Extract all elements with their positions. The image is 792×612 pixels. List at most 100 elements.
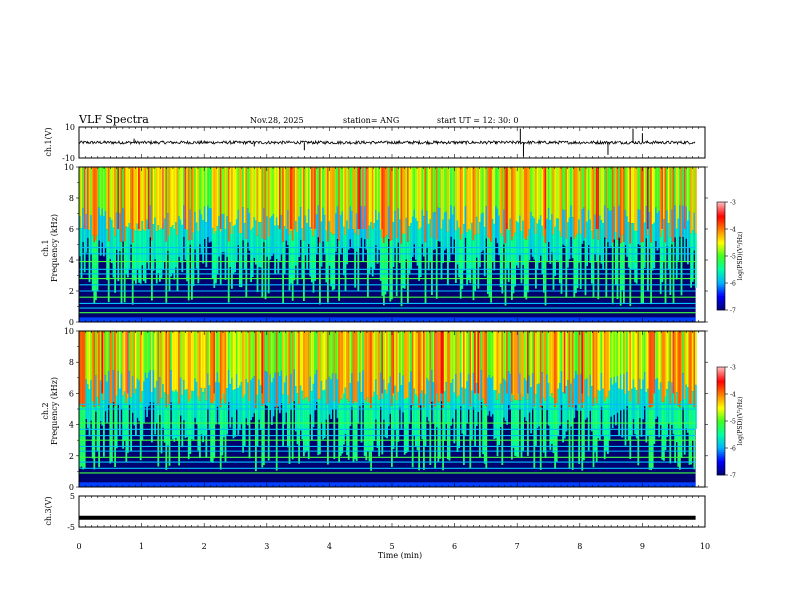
spectrogram-cell	[327, 331, 329, 405]
colorbar-cell	[717, 229, 725, 232]
spectrogram-cell	[144, 167, 147, 229]
spectrogram-cell	[85, 331, 88, 380]
spectrogram-cell	[410, 167, 412, 223]
spectrogram-cell	[655, 207, 657, 241]
ch3-waveform-panel: 5-5	[67, 492, 706, 532]
spectrogram-cell	[421, 331, 424, 391]
spectrogram-cell	[674, 331, 676, 404]
spectrogram-cell	[93, 407, 96, 470]
spectrogram-cell	[615, 232, 617, 286]
spectrogram-cell	[648, 212, 651, 249]
spectrogram-cell	[528, 167, 531, 229]
spectrogram-cell	[635, 390, 638, 439]
spectrogram-cell	[610, 331, 612, 379]
spectrogram-cell	[183, 167, 185, 206]
spectrogram-cell	[675, 331, 678, 393]
colorbar-cell	[717, 284, 725, 287]
colorbar-cell	[717, 214, 725, 217]
spectrogram-cell	[455, 374, 457, 410]
spectrogram-cell	[690, 331, 692, 405]
spectrogram-cell	[317, 331, 320, 400]
spectrogram-cell	[283, 382, 286, 425]
spectrogram-cell	[610, 210, 612, 247]
spectrogram-cell	[354, 401, 356, 460]
ch1-trace	[78, 139, 696, 146]
spectrogram-cell	[189, 398, 192, 454]
spectrogram-cell	[499, 383, 502, 427]
colorbar-cell	[717, 376, 725, 379]
spectrogram-cell	[115, 331, 118, 396]
spectrogram-cell	[642, 167, 644, 242]
spectrogram-cell	[338, 167, 340, 241]
spectrogram-cell	[605, 238, 608, 298]
spectrogram-cell	[531, 167, 534, 217]
x-tick-label: 7	[515, 542, 520, 551]
spectrogram-cell	[579, 374, 582, 411]
spectrogram-cell	[104, 331, 107, 376]
spectrogram-cell	[475, 167, 478, 217]
spectrogram-cell	[147, 331, 150, 373]
spectrogram-cell	[82, 167, 84, 209]
spectrogram-cell	[112, 331, 115, 371]
colorbar-cell	[717, 367, 725, 370]
colorbar-tick-label: -5	[730, 419, 736, 426]
spectrogram-cell	[312, 331, 315, 384]
spectrogram-cell	[459, 331, 462, 373]
spectrogram-cell	[333, 401, 336, 460]
spectrogram-cell	[165, 331, 168, 408]
spectrogram-cell	[597, 167, 599, 229]
spectrogram-cell	[104, 211, 107, 247]
spectrogram-cell	[547, 167, 550, 209]
spectrogram-cell	[384, 331, 387, 390]
spectrogram-cell	[301, 390, 304, 440]
spectrogram-cell	[274, 225, 276, 274]
spectrogram-cell	[651, 167, 654, 224]
spectrogram-cell	[527, 167, 529, 236]
spectrogram-cell	[381, 398, 384, 455]
spectrogram-cell	[320, 331, 323, 382]
spectrogram-cell	[661, 230, 664, 283]
x-tick-label: 5	[389, 542, 394, 551]
spectrogram-cell	[471, 331, 473, 391]
spectrogram-cell	[671, 167, 673, 210]
spectrogram-cell	[199, 209, 201, 245]
spectrogram-cell	[680, 237, 683, 296]
spectrogram-cell	[322, 331, 324, 391]
spectrogram-cell	[218, 331, 220, 383]
spectrogram-cell	[242, 167, 244, 208]
spectrogram-cell	[203, 331, 206, 389]
spectrogram-cell	[283, 167, 286, 227]
spectrogram-cell	[381, 237, 384, 296]
spectrogram-cell	[507, 331, 510, 372]
spectrogram-cell	[362, 331, 364, 371]
spectrogram-cell	[471, 167, 473, 223]
spectrogram-cell	[248, 331, 251, 401]
spectrogram-cell	[611, 242, 614, 305]
spectrogram-cell	[488, 331, 491, 376]
spectrogram-cell	[95, 331, 97, 376]
spectrogram-cell	[157, 331, 160, 406]
spectrogram-cell	[683, 167, 686, 229]
colorbar-cell	[717, 437, 725, 440]
spectrogram-cell	[370, 407, 372, 471]
spectrogram-cell	[595, 403, 598, 463]
spectrogram-cell	[317, 399, 320, 456]
spectrogram-cell	[467, 374, 470, 410]
spectrogram-cell	[663, 402, 665, 461]
spectrogram-cell	[531, 331, 534, 374]
colorbar-cell	[717, 241, 725, 244]
spectrogram-cell	[299, 385, 302, 431]
spectrogram-cell	[117, 331, 120, 372]
spectrogram-cell	[603, 401, 606, 460]
spectrogram-cell	[96, 167, 99, 236]
colorbar-cell	[717, 252, 725, 255]
colorbar-cell	[717, 259, 725, 262]
colorbar-cell	[717, 458, 725, 461]
spectrogram-cell	[290, 331, 292, 375]
spectrogram-cell	[194, 167, 196, 213]
spectrogram-cell	[125, 331, 127, 394]
spectrogram-cell	[511, 331, 513, 394]
spectrogram-cell	[456, 397, 459, 453]
spectrogram-cell	[631, 388, 633, 437]
spectrogram-cell	[679, 407, 681, 470]
